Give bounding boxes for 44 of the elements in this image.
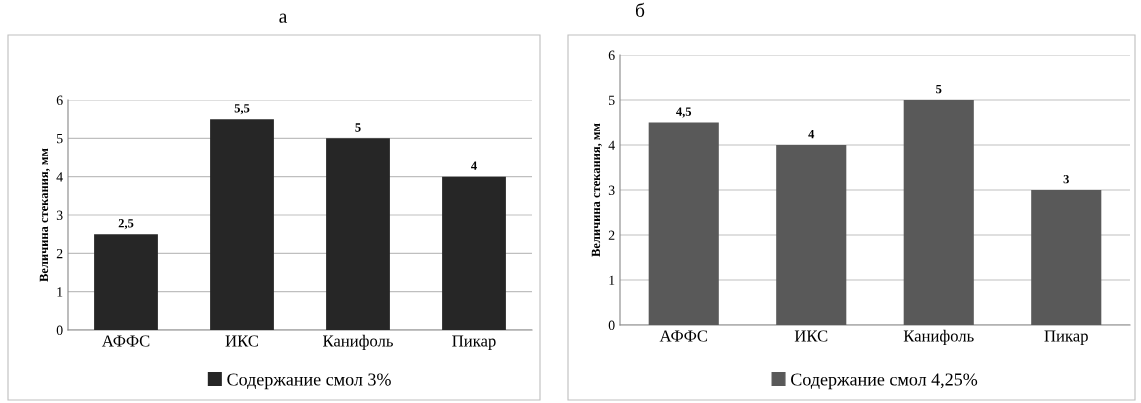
y-tick-label: 2 xyxy=(608,230,615,240)
y-axis-title: Величина стекания, мм xyxy=(591,123,602,257)
y-tick-label: 2 xyxy=(56,248,63,259)
text: 2,5 xyxy=(118,219,134,230)
y-tick-label: 4 xyxy=(608,140,615,150)
x-tick-label: Пикар xyxy=(1044,330,1088,345)
chart-title: б xyxy=(635,2,645,17)
legend-label: Содержание смол 3% xyxy=(227,373,391,390)
x-tick-label: Канифоль xyxy=(903,329,974,345)
bar xyxy=(648,122,719,325)
text: 4 xyxy=(471,161,477,170)
x-tick-label: Канифоль xyxy=(323,334,393,350)
bar xyxy=(94,234,158,330)
text: 5 xyxy=(936,84,942,94)
x-tick-label: АФФС xyxy=(101,335,150,347)
y-tick-label: 1 xyxy=(57,287,63,297)
y-tick-label: 6 xyxy=(608,50,615,60)
bar xyxy=(1031,190,1102,325)
y-tick-label: 0 xyxy=(608,320,615,330)
y-axis-title: Величина стекания, мм xyxy=(39,148,50,282)
y-tick-label: 0 xyxy=(56,325,63,335)
y-tick-label: 4 xyxy=(56,172,63,182)
x-tick-label: АФФС xyxy=(659,330,708,342)
y-tick-label: 1 xyxy=(609,275,615,285)
y-tick-label: 5 xyxy=(57,134,63,144)
bar xyxy=(442,176,506,330)
bar xyxy=(326,138,390,330)
text: 4 xyxy=(808,129,815,139)
x-tick-label: ИКС xyxy=(225,335,259,347)
text: 5,5 xyxy=(234,104,250,115)
bar xyxy=(903,100,974,325)
x-tick-label: Пикар xyxy=(452,335,496,350)
y-tick-label: 3 xyxy=(56,210,63,220)
y-tick-label: 6 xyxy=(56,95,63,105)
text: 4,5 xyxy=(676,107,692,118)
text: 5 xyxy=(355,123,361,132)
legend-label: Содержание смол 4,25% xyxy=(791,373,978,390)
y-tick-label: 3 xyxy=(608,185,615,195)
y-tick-label: 5 xyxy=(609,95,615,105)
chart-title: а xyxy=(279,13,288,23)
x-tick-label: ИКС xyxy=(794,330,828,342)
text: 3 xyxy=(1063,174,1069,184)
bar xyxy=(210,119,274,330)
bar xyxy=(776,145,847,325)
